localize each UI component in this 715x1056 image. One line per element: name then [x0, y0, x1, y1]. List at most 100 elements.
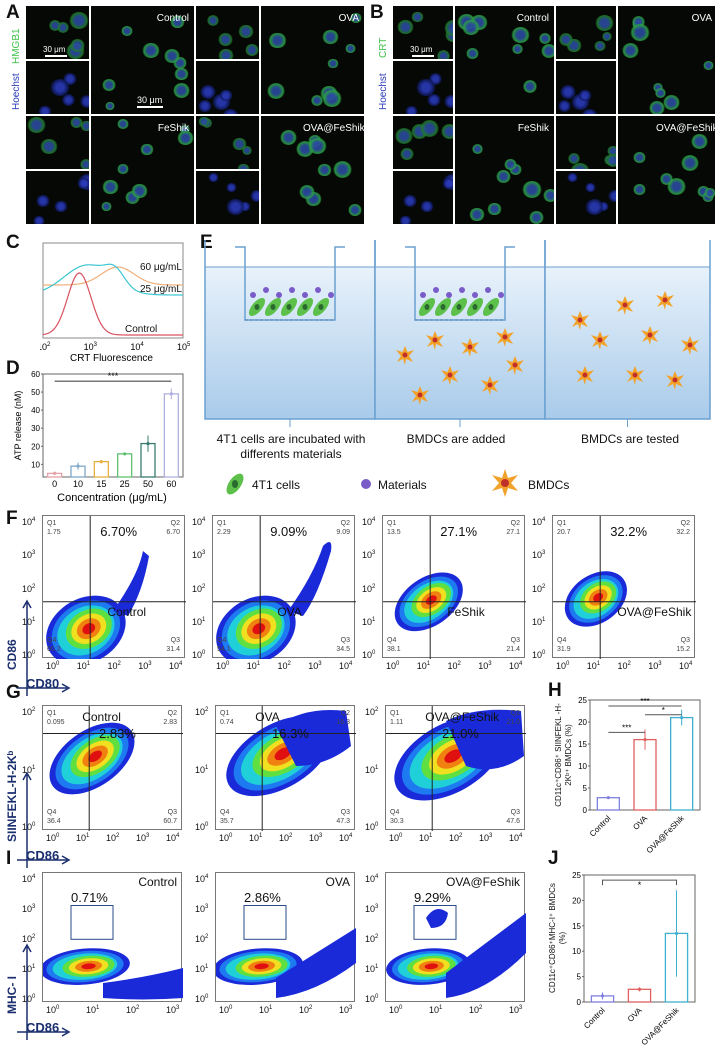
x-tick-label: 104	[130, 342, 144, 352]
flow-plot: Q1 20.7 Q2 32.2 Q4 31.9 Q3 15.2 32.2% OVA@FeShik	[552, 515, 696, 659]
exponent: 1	[439, 1005, 443, 1011]
group-label: FeShik	[517, 123, 549, 134]
x-tick-label: 102	[277, 661, 291, 671]
x-tick-label: 103	[138, 661, 152, 671]
x-tick-label: OVA@FeShik	[639, 1005, 681, 1047]
y-tick-label: 104	[365, 874, 379, 884]
x-tick-label: 101	[86, 1005, 100, 1015]
material-icon	[361, 479, 371, 489]
exponent: 0	[202, 650, 206, 656]
y-tick-label: 104	[362, 517, 376, 527]
y-tick-label: 101	[365, 764, 379, 775]
density-plot	[386, 706, 526, 831]
cell	[578, 89, 592, 102]
exponent: 2	[375, 707, 379, 713]
quadrant-name: Q3	[170, 637, 180, 644]
y-tick-label: 0	[583, 806, 588, 815]
cell	[237, 24, 254, 39]
cell	[267, 83, 286, 99]
exponent: 0	[229, 833, 233, 839]
exponent: 2	[287, 661, 291, 667]
hoechst-channel-image	[555, 60, 617, 115]
x-tick-label: 101	[586, 661, 601, 671]
cell	[140, 143, 154, 156]
cell	[198, 116, 210, 127]
material-particle	[446, 292, 452, 298]
quadrant-value: 31.4	[166, 646, 180, 653]
hoechst-channel-image	[195, 170, 260, 225]
material-particle	[485, 287, 491, 293]
exponent: 4	[542, 517, 546, 523]
cell	[559, 84, 576, 99]
group-label: Control	[156, 13, 189, 24]
cell	[538, 33, 552, 44]
quadrant-name: Q3	[680, 637, 690, 644]
density-plot	[383, 516, 526, 659]
y-axis-title: CD11c⁺CD86⁺MHC-I⁺ BMDCs (%)	[548, 883, 567, 993]
exponent: 3	[658, 661, 662, 667]
legend-4t1: 4T1 cells	[252, 478, 301, 492]
quadrant-value: 31.9	[557, 646, 571, 653]
exponent: 4	[349, 833, 353, 839]
flow-plot: Q1 13.5 Q2 27.1 Q4 38.1 Q3 21.4 27.1% FeShik	[382, 515, 526, 659]
x-tick-label: 101	[259, 1005, 273, 1015]
cell	[528, 211, 544, 224]
exponent: 1	[429, 833, 433, 839]
quadrant-value: 21.0	[506, 719, 520, 726]
x-tick-label: 101	[416, 661, 431, 671]
cell	[101, 78, 116, 92]
y-tick-label: 0	[577, 998, 582, 1007]
x-tick-label: 101	[246, 661, 261, 671]
cell	[593, 40, 606, 52]
x-tick-label: 102	[126, 1005, 140, 1015]
sample-label: Control	[82, 710, 121, 724]
y-tick-label: 100	[195, 822, 209, 832]
density-contour	[424, 963, 439, 970]
quadrant-q3: Q3 60.7	[163, 808, 177, 826]
axis-arrows	[17, 599, 71, 696]
quadrant-q2: Q2 6.70	[166, 519, 180, 537]
exponent: 0	[226, 661, 230, 667]
quadrant-value: 21.4	[506, 646, 520, 653]
quadrant-q2: Q2 16.3	[336, 709, 350, 727]
y-tick-label: 10	[572, 947, 581, 956]
sample-label: OVA	[277, 604, 302, 619]
x-tick-label: 100	[216, 661, 230, 671]
cell	[298, 184, 316, 200]
exponent: 3	[349, 1005, 353, 1011]
x-tick-label: 101	[76, 661, 91, 671]
sample-label: Control	[107, 604, 147, 619]
quadrant-name: Q2	[680, 520, 690, 527]
exponent: 0	[566, 661, 570, 667]
hoechst-channel-image	[195, 60, 260, 115]
x-tick-label: OVA	[626, 1005, 644, 1023]
legend-materials: Materials	[378, 478, 427, 492]
cell	[322, 90, 342, 107]
cell	[327, 58, 339, 69]
y-tick-label: 101	[365, 964, 379, 974]
y-tick-label: 25	[572, 871, 581, 880]
x-tick-label: 102	[279, 833, 293, 843]
merged-image	[89, 5, 195, 115]
x-tick-label: 104	[169, 661, 183, 671]
cell	[462, 19, 480, 35]
x-tick-label: 102	[106, 833, 120, 843]
quadrant-q3: Q3 47.3	[336, 808, 350, 826]
y-axis-title: ATP release (nM)	[13, 391, 23, 461]
exponent: 4	[519, 833, 523, 839]
x-tick-label: 103	[136, 833, 150, 843]
cell	[332, 161, 352, 178]
quadrant-value: 0.095	[47, 719, 65, 726]
y-tick-label: 103	[532, 550, 546, 561]
cell	[416, 78, 436, 96]
quadrant-name: Q4	[220, 809, 230, 816]
exponent: 2	[309, 1005, 313, 1011]
cell-nucleus	[318, 304, 324, 310]
x-tick-label: 103	[479, 833, 493, 843]
x-tick-label: 103	[509, 1005, 523, 1015]
material-particle	[302, 292, 308, 298]
x-tick-label: 103	[309, 833, 323, 843]
exponent: 0	[56, 833, 60, 839]
gate-percentage: 2.83%	[99, 726, 136, 741]
y-tick-label: 100	[532, 650, 546, 660]
